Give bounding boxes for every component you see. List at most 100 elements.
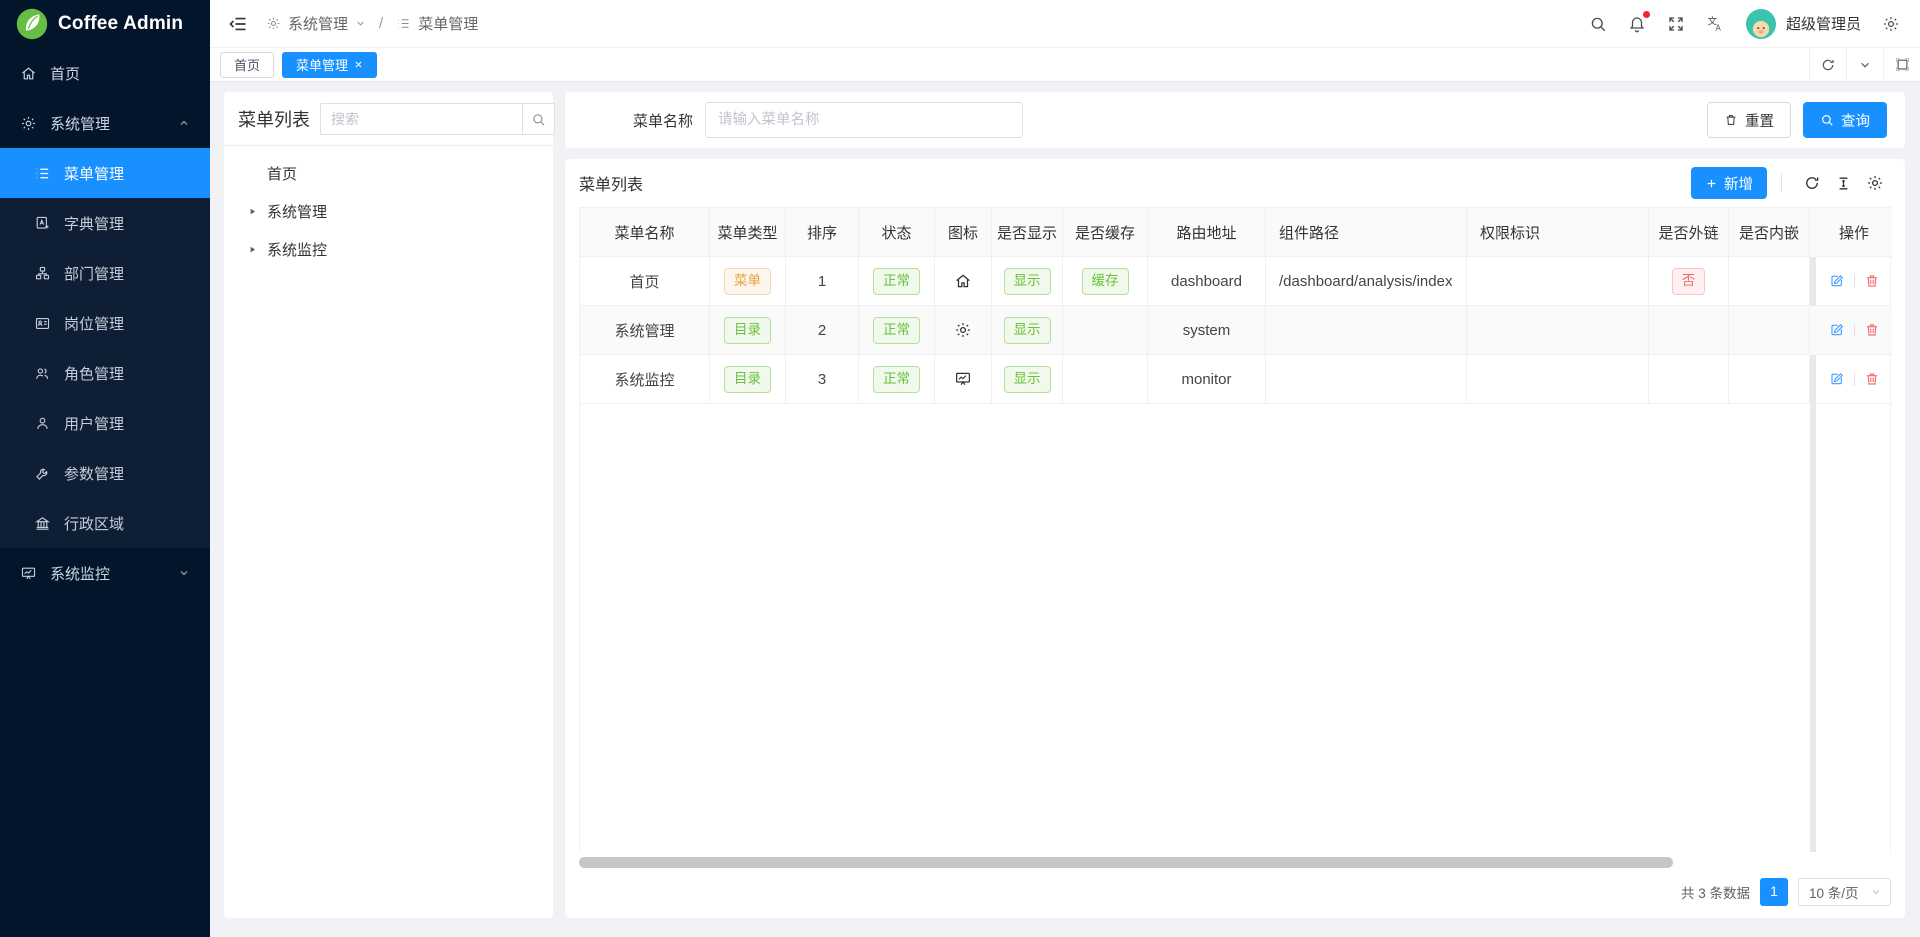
user-name[interactable]: 超级管理员 xyxy=(1785,16,1861,33)
close-tab-icon[interactable] xyxy=(354,60,363,69)
search-icon[interactable] xyxy=(1589,15,1607,33)
expand-triangle-icon[interactable] xyxy=(248,207,258,216)
work-area: 菜单名称 重置 查询 菜单列表 xyxy=(565,92,1905,918)
sidebar-item-department-management[interactable]: 部门管理 xyxy=(0,248,210,298)
delete-trash-icon[interactable] xyxy=(1864,273,1880,289)
roles-icon xyxy=(34,365,51,382)
tab-options-chevron-icon[interactable] xyxy=(1846,48,1883,81)
sidebar-item-dictionary-management[interactable]: 字典管理 xyxy=(0,198,210,248)
tree-search-group xyxy=(320,103,555,135)
tab-menu-management[interactable]: 菜单管理 xyxy=(282,51,378,78)
tree-node-label: 系统监控 xyxy=(267,241,328,259)
monitor-icon xyxy=(954,370,972,388)
column-header[interactable]: 是否缓存 xyxy=(1063,208,1148,257)
cell-menu-name: 系统监控 xyxy=(580,355,710,404)
delete-trash-icon[interactable] xyxy=(1864,371,1880,387)
cell-route: monitor xyxy=(1148,355,1266,404)
column-header: 操作 xyxy=(1816,208,1892,257)
user-avatar[interactable] xyxy=(1745,8,1776,39)
tab-bar: 首页 菜单管理 xyxy=(210,48,1920,82)
visible-tag: 显示 xyxy=(1003,316,1051,344)
tree-search-input[interactable] xyxy=(320,103,522,135)
query-button[interactable]: 查询 xyxy=(1803,102,1887,138)
table-row[interactable]: 首页 菜单 1 正常 显示 缓存 dashboard /dashboard/an… xyxy=(580,257,1892,306)
menu-name-input[interactable] xyxy=(705,102,1024,138)
home-icon xyxy=(20,65,37,82)
tree-node-system-management[interactable]: 系统管理 xyxy=(224,192,553,230)
query-button-label: 查询 xyxy=(1841,113,1870,130)
sidebar-item-system-management[interactable]: 系统管理 xyxy=(0,98,210,148)
column-header[interactable]: 权限标识 xyxy=(1467,208,1649,257)
column-header[interactable]: 组件路径 xyxy=(1266,208,1467,257)
column-header[interactable]: 是否外链 xyxy=(1649,208,1729,257)
notifications-bell-icon[interactable] xyxy=(1628,10,1650,33)
collapse-sidebar-icon[interactable] xyxy=(228,14,248,34)
sidebar-item-region-management[interactable]: 行政区域 xyxy=(0,498,210,548)
page-size-select[interactable]: 10 条/页 xyxy=(1798,877,1891,906)
edit-icon[interactable] xyxy=(1829,371,1845,387)
cell-permission xyxy=(1467,355,1649,404)
sidebar-item-role-management[interactable]: 角色管理 xyxy=(0,348,210,398)
menu-tree: 首页 系统管理 系统监控 xyxy=(224,146,553,276)
delete-trash-icon[interactable] xyxy=(1864,322,1880,338)
status-tag: 正常 xyxy=(873,365,920,393)
sidebar-item-system-monitor[interactable]: 系统监控 xyxy=(0,548,210,598)
fullscreen-icon[interactable] xyxy=(1667,15,1685,33)
column-header[interactable]: 菜单名称 xyxy=(580,208,710,257)
settings-gear-icon[interactable] xyxy=(1882,15,1900,33)
column-header[interactable]: 菜单类型 xyxy=(710,208,786,257)
chevron-down-icon xyxy=(355,18,366,29)
pagination-total: 共 3 条数据 xyxy=(1680,885,1750,901)
expand-triangle-icon[interactable] xyxy=(248,245,258,254)
horizontal-scrollbar-thumb[interactable] xyxy=(579,857,1673,868)
status-tag: 正常 xyxy=(873,267,920,295)
table-scroll-gutter xyxy=(1810,208,1816,852)
reset-button[interactable]: 重置 xyxy=(1707,102,1791,138)
column-header[interactable]: 图标 xyxy=(935,208,992,257)
sidebar-item-parameter-management[interactable]: 参数管理 xyxy=(0,448,210,498)
column-settings-gear-icon[interactable] xyxy=(1866,174,1884,192)
column-header[interactable]: 是否显示 xyxy=(992,208,1063,257)
menu-tree-panel: 菜单列表 首页 系统管理 系统监控 xyxy=(224,92,575,918)
column-header[interactable]: 排序 xyxy=(786,208,859,257)
visible-tag: 显示 xyxy=(1003,267,1051,295)
cell-icon xyxy=(935,355,992,404)
sidebar-item-menu-management[interactable]: 菜单管理 xyxy=(0,148,210,198)
action-divider xyxy=(1853,372,1855,386)
pagination-page-1[interactable]: 1 xyxy=(1760,877,1788,906)
column-header[interactable]: 是否内嵌 xyxy=(1729,208,1810,257)
breadcrumb-section[interactable]: 系统管理 xyxy=(288,16,349,33)
sidebar-item-user-management[interactable]: 用户管理 xyxy=(0,398,210,448)
tree-node-label: 系统管理 xyxy=(267,203,328,221)
cell-permission xyxy=(1467,306,1649,355)
sidebar-item-home[interactable]: 首页 xyxy=(0,48,210,98)
sidebar-item-label: 角色管理 xyxy=(64,365,125,383)
refresh-page-icon[interactable] xyxy=(1809,48,1846,81)
refresh-table-icon[interactable] xyxy=(1803,174,1821,192)
tree-search-button[interactable] xyxy=(522,103,555,135)
table-row[interactable]: 系统管理 目录 2 正常 显示 system xyxy=(580,306,1892,355)
add-button[interactable]: 新增 xyxy=(1691,167,1767,199)
cell-status: 正常 xyxy=(859,257,935,306)
maximize-content-icon[interactable] xyxy=(1883,48,1920,81)
cell-route: system xyxy=(1148,306,1266,355)
edit-icon[interactable] xyxy=(1829,273,1845,289)
tree-node-label: 首页 xyxy=(267,165,298,183)
tree-node-system-monitor[interactable]: 系统监控 xyxy=(224,230,553,268)
row-height-icon[interactable] xyxy=(1835,175,1852,192)
tree-node-home[interactable]: 首页 xyxy=(224,154,553,192)
column-header[interactable]: 状态 xyxy=(859,208,935,257)
tab-home[interactable]: 首页 xyxy=(220,51,275,78)
column-header[interactable]: 路由地址 xyxy=(1148,208,1266,257)
gutter-cell xyxy=(1810,208,1816,257)
table-row[interactable]: 系统监控 目录 3 正常 显示 monitor xyxy=(580,355,1892,404)
sidebar-item-label: 部门管理 xyxy=(64,265,125,283)
cell-sort: 2 xyxy=(786,306,859,355)
edit-icon[interactable] xyxy=(1829,322,1845,338)
app-logo: Coffee Admin xyxy=(0,0,210,48)
cell-visible: 显示 xyxy=(992,355,1063,404)
tree-panel-title: 菜单列表 xyxy=(238,110,310,130)
sidebar-item-post-management[interactable]: 岗位管理 xyxy=(0,298,210,348)
